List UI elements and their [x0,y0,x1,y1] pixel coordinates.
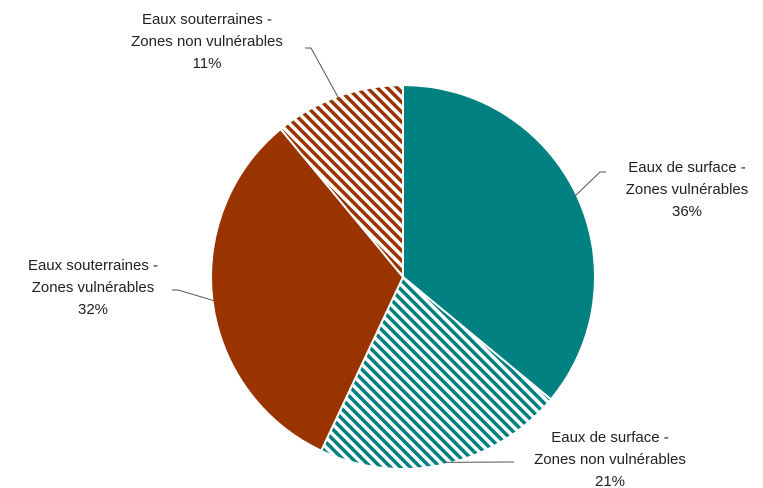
slice-label: Eaux de surface - Zones vulnérables [626,159,749,198]
pie-slice [210,127,405,453]
label-line: Zones non vulnérables [131,33,283,50]
leader-line [574,171,606,197]
slice-label: Eaux souterraines - Zones non vulnérables [131,11,283,50]
pie-slice [319,275,553,470]
label-line: Eaux souterraines - [142,11,272,28]
label-line: Eaux de surface - [551,429,669,446]
value-label: 32% [78,301,108,318]
pie-slice [402,83,596,401]
label-line: Eaux souterraines - [28,257,158,274]
value-label: 11% [193,55,222,72]
value-label: 36% [672,203,702,220]
leader-line [305,47,340,99]
slice-label: Eaux souterraines - Zones vulnérables [28,257,158,296]
leader-line [172,289,215,302]
value-label: 21% [595,473,625,488]
label-line: Zones non vulnérables [534,451,686,468]
slice-label: Eaux de surface - Zones non vulnérables [534,429,686,468]
label-line: Zones vulnérables [626,181,749,198]
label-line: Eaux de surface - [628,159,746,176]
label-line: Zones vulnérables [32,279,155,296]
